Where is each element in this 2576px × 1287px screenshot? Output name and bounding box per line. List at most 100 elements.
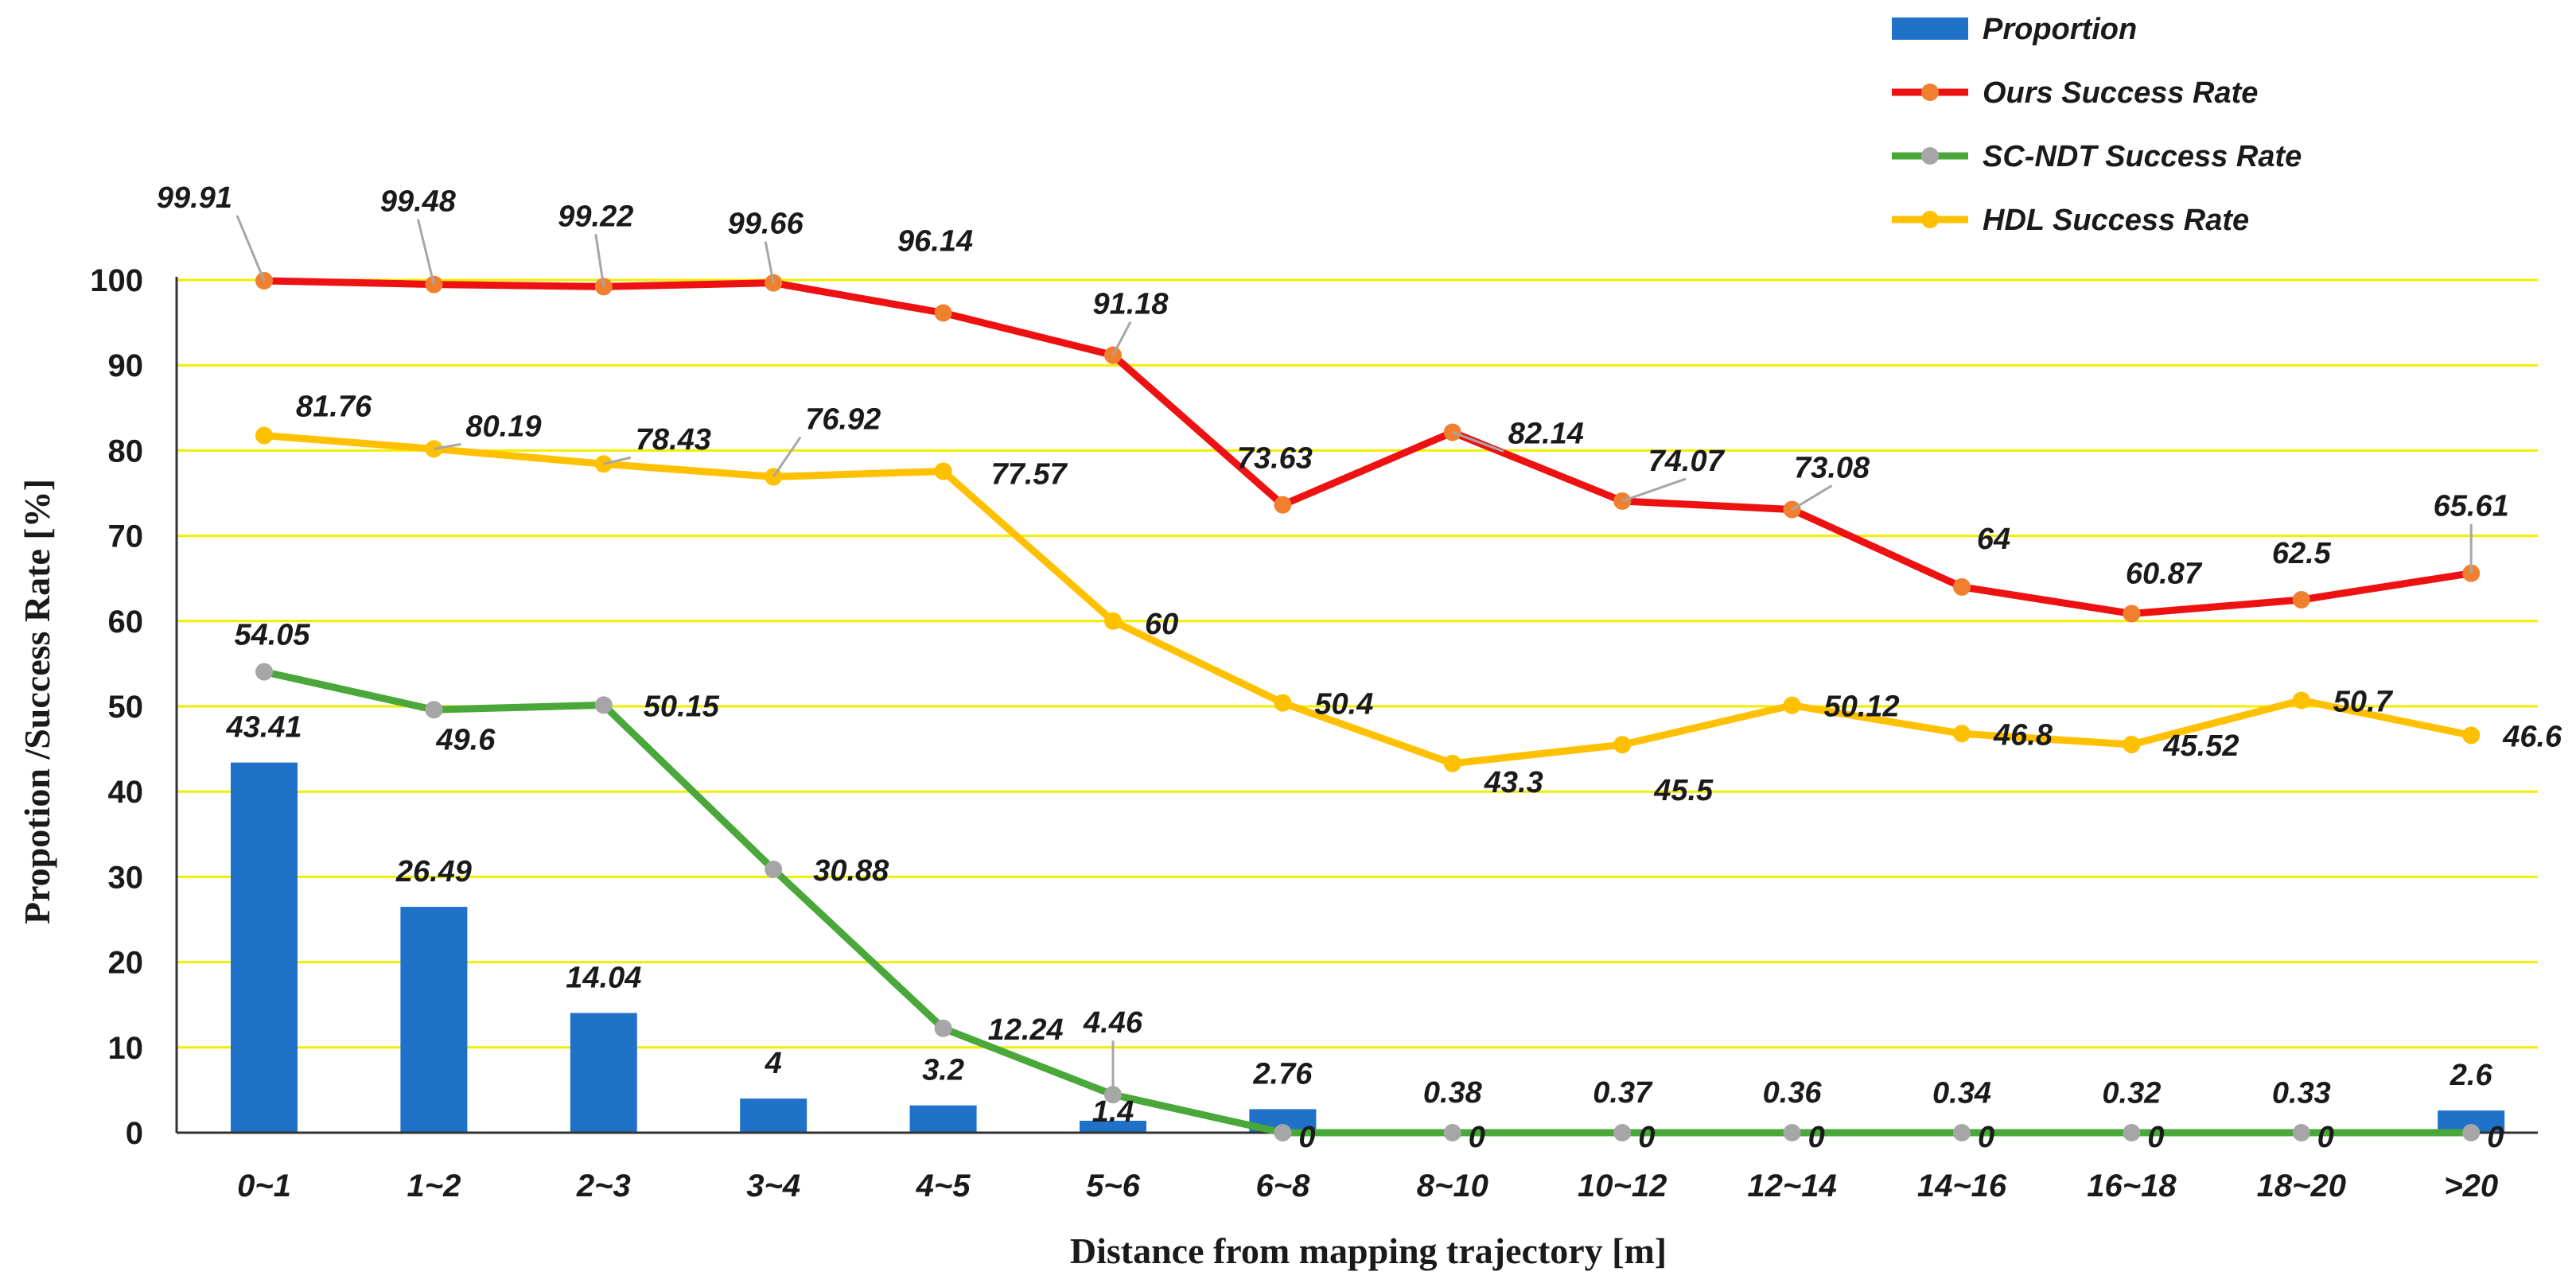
y-tick-label: 70 — [108, 519, 144, 554]
bar-value-label: 0.33 — [2272, 1076, 2331, 1110]
bar-value-label: 0.38 — [1423, 1076, 1483, 1110]
leader-line — [1791, 484, 1833, 511]
marker-sc-ndt-success-rate — [1443, 1124, 1461, 1141]
line-value-label: 0 — [2487, 1121, 2504, 1154]
legend-swatch-marker — [1921, 84, 1939, 101]
line-value-label: 82.14 — [1508, 417, 1584, 450]
line-value-label: 60.87 — [2126, 557, 2203, 590]
line-value-label: 50.7 — [2333, 685, 2394, 718]
x-tick-label: 1~2 — [407, 1168, 461, 1203]
marker-hdl-success-rate — [2292, 691, 2310, 710]
line-value-label: 60 — [1145, 608, 1178, 641]
legend-swatch-proportion — [1892, 17, 1968, 40]
bar-value-label: 0.36 — [1763, 1076, 1823, 1110]
leader-line — [603, 456, 632, 465]
y-tick-label: 90 — [108, 348, 144, 383]
marker-sc-ndt-success-rate — [765, 860, 783, 878]
marker-hdl-success-rate — [934, 462, 952, 480]
marker-hdl-success-rate — [1613, 736, 1632, 754]
leader-line — [235, 215, 266, 282]
bar-proportion — [740, 1098, 807, 1133]
leader-line — [416, 219, 435, 285]
marker-hdl-success-rate — [1274, 694, 1292, 712]
y-tick-label: 20 — [108, 946, 144, 981]
bar-value-label: 0.34 — [1932, 1076, 1991, 1110]
y-tick-label: 60 — [108, 605, 144, 640]
line-value-label: 99.48 — [380, 185, 457, 219]
line-value-label: 74.07 — [1648, 445, 1726, 478]
leader-line — [434, 442, 461, 450]
bar-value-label: 3.2 — [922, 1054, 964, 1087]
marker-sc-ndt-success-rate — [2292, 1124, 2310, 1141]
bar-proportion — [570, 1013, 637, 1133]
line-value-label: 99.66 — [728, 208, 804, 241]
bar-value-label: 0.32 — [2102, 1077, 2161, 1110]
grid-layer — [177, 278, 2538, 1049]
bar-value-label: 26.49 — [395, 855, 472, 888]
leader-line — [1621, 477, 1687, 503]
y-tick-label: 0 — [126, 1116, 143, 1151]
bar-value-label: 1.4 — [1092, 1095, 1134, 1129]
label-layer: 43.41 26.49 14.04 4 3.2 1.4 2.76 0.38 0.37 0.36 0.… — [157, 181, 2562, 1154]
bar-proportion — [231, 762, 298, 1133]
legend-label: SC-NDT Success Rate — [1983, 140, 2302, 173]
line-value-label: 45.52 — [2162, 729, 2239, 763]
bar-value-label: 0.37 — [1593, 1076, 1653, 1110]
marker-hdl-success-rate — [2462, 726, 2481, 745]
y-tick-label: 10 — [108, 1031, 144, 1066]
marker-sc-ndt-success-rate — [255, 663, 273, 681]
line-value-label: 73.08 — [1794, 452, 1870, 485]
bar-proportion — [400, 907, 468, 1133]
legend-label: HDL Success Rate — [1983, 204, 2249, 237]
line-value-label: 78.43 — [636, 423, 711, 457]
line-value-label: 46.6 — [2502, 720, 2562, 753]
marker-hdl-success-rate — [1104, 612, 1122, 630]
leader-line — [1452, 431, 1504, 453]
line-value-label: 0 — [1638, 1121, 1655, 1154]
leader-line — [594, 234, 605, 287]
x-tick-label: 12~14 — [1747, 1168, 1836, 1203]
x-tick-label: 3~4 — [746, 1168, 800, 1203]
line-value-label: 77.57 — [991, 457, 1068, 491]
leader-line — [764, 241, 775, 283]
line-value-label: 99.91 — [157, 181, 232, 215]
line-value-label: 0 — [1298, 1121, 1315, 1154]
y-axis-title: Propotion /Success Rate [%] — [17, 479, 57, 924]
line-value-label: 4.46 — [1083, 1006, 1143, 1040]
marker-hdl-success-rate — [2123, 736, 2141, 754]
x-tick-label: 2~3 — [576, 1168, 631, 1203]
line-value-label: 81.76 — [296, 391, 372, 424]
legend-label: Ours Success Rate — [1983, 76, 2258, 110]
line-sc-ndt-success-rate — [263, 668, 2472, 1137]
line-value-label: 0 — [2317, 1121, 2334, 1154]
y-tick-label: 100 — [90, 263, 143, 298]
bar-value-label: 4 — [765, 1047, 782, 1080]
line-value-label: 62.5 — [2272, 537, 2332, 570]
line-value-label: 49.6 — [435, 723, 496, 756]
marker-ours-success-rate — [1953, 577, 1971, 596]
marker-sc-ndt-success-rate — [1953, 1124, 1971, 1141]
line-value-label: 30.88 — [813, 854, 889, 888]
bar-proportion — [909, 1105, 977, 1133]
line-value-label: 0 — [1978, 1121, 1994, 1154]
x-tick-label: 18~20 — [2257, 1168, 2346, 1203]
legend-label: Proportion — [1983, 13, 2137, 46]
line-value-label: 80.19 — [465, 410, 541, 443]
line-value-label: 64 — [1977, 523, 2010, 556]
marker-sc-ndt-success-rate — [425, 701, 443, 719]
bar-value-label: 2.76 — [1252, 1057, 1313, 1091]
line-value-label: 99.22 — [558, 200, 633, 233]
bar-layer — [231, 762, 2505, 1133]
marker-hdl-success-rate — [1443, 754, 1461, 772]
marker-ours-success-rate — [934, 304, 952, 322]
x-tick-label: 10~12 — [1578, 1168, 1667, 1203]
leader-line — [1111, 321, 1132, 356]
line-value-label: 45.5 — [1653, 774, 1714, 807]
line-value-label: 50.4 — [1314, 688, 1373, 721]
bar-value-label: 2.6 — [2450, 1059, 2493, 1092]
line-value-label: 0 — [2147, 1121, 2164, 1154]
line-value-label: 50.12 — [1824, 690, 1900, 724]
leader-line — [772, 436, 802, 478]
marker-sc-ndt-success-rate — [1613, 1124, 1632, 1141]
